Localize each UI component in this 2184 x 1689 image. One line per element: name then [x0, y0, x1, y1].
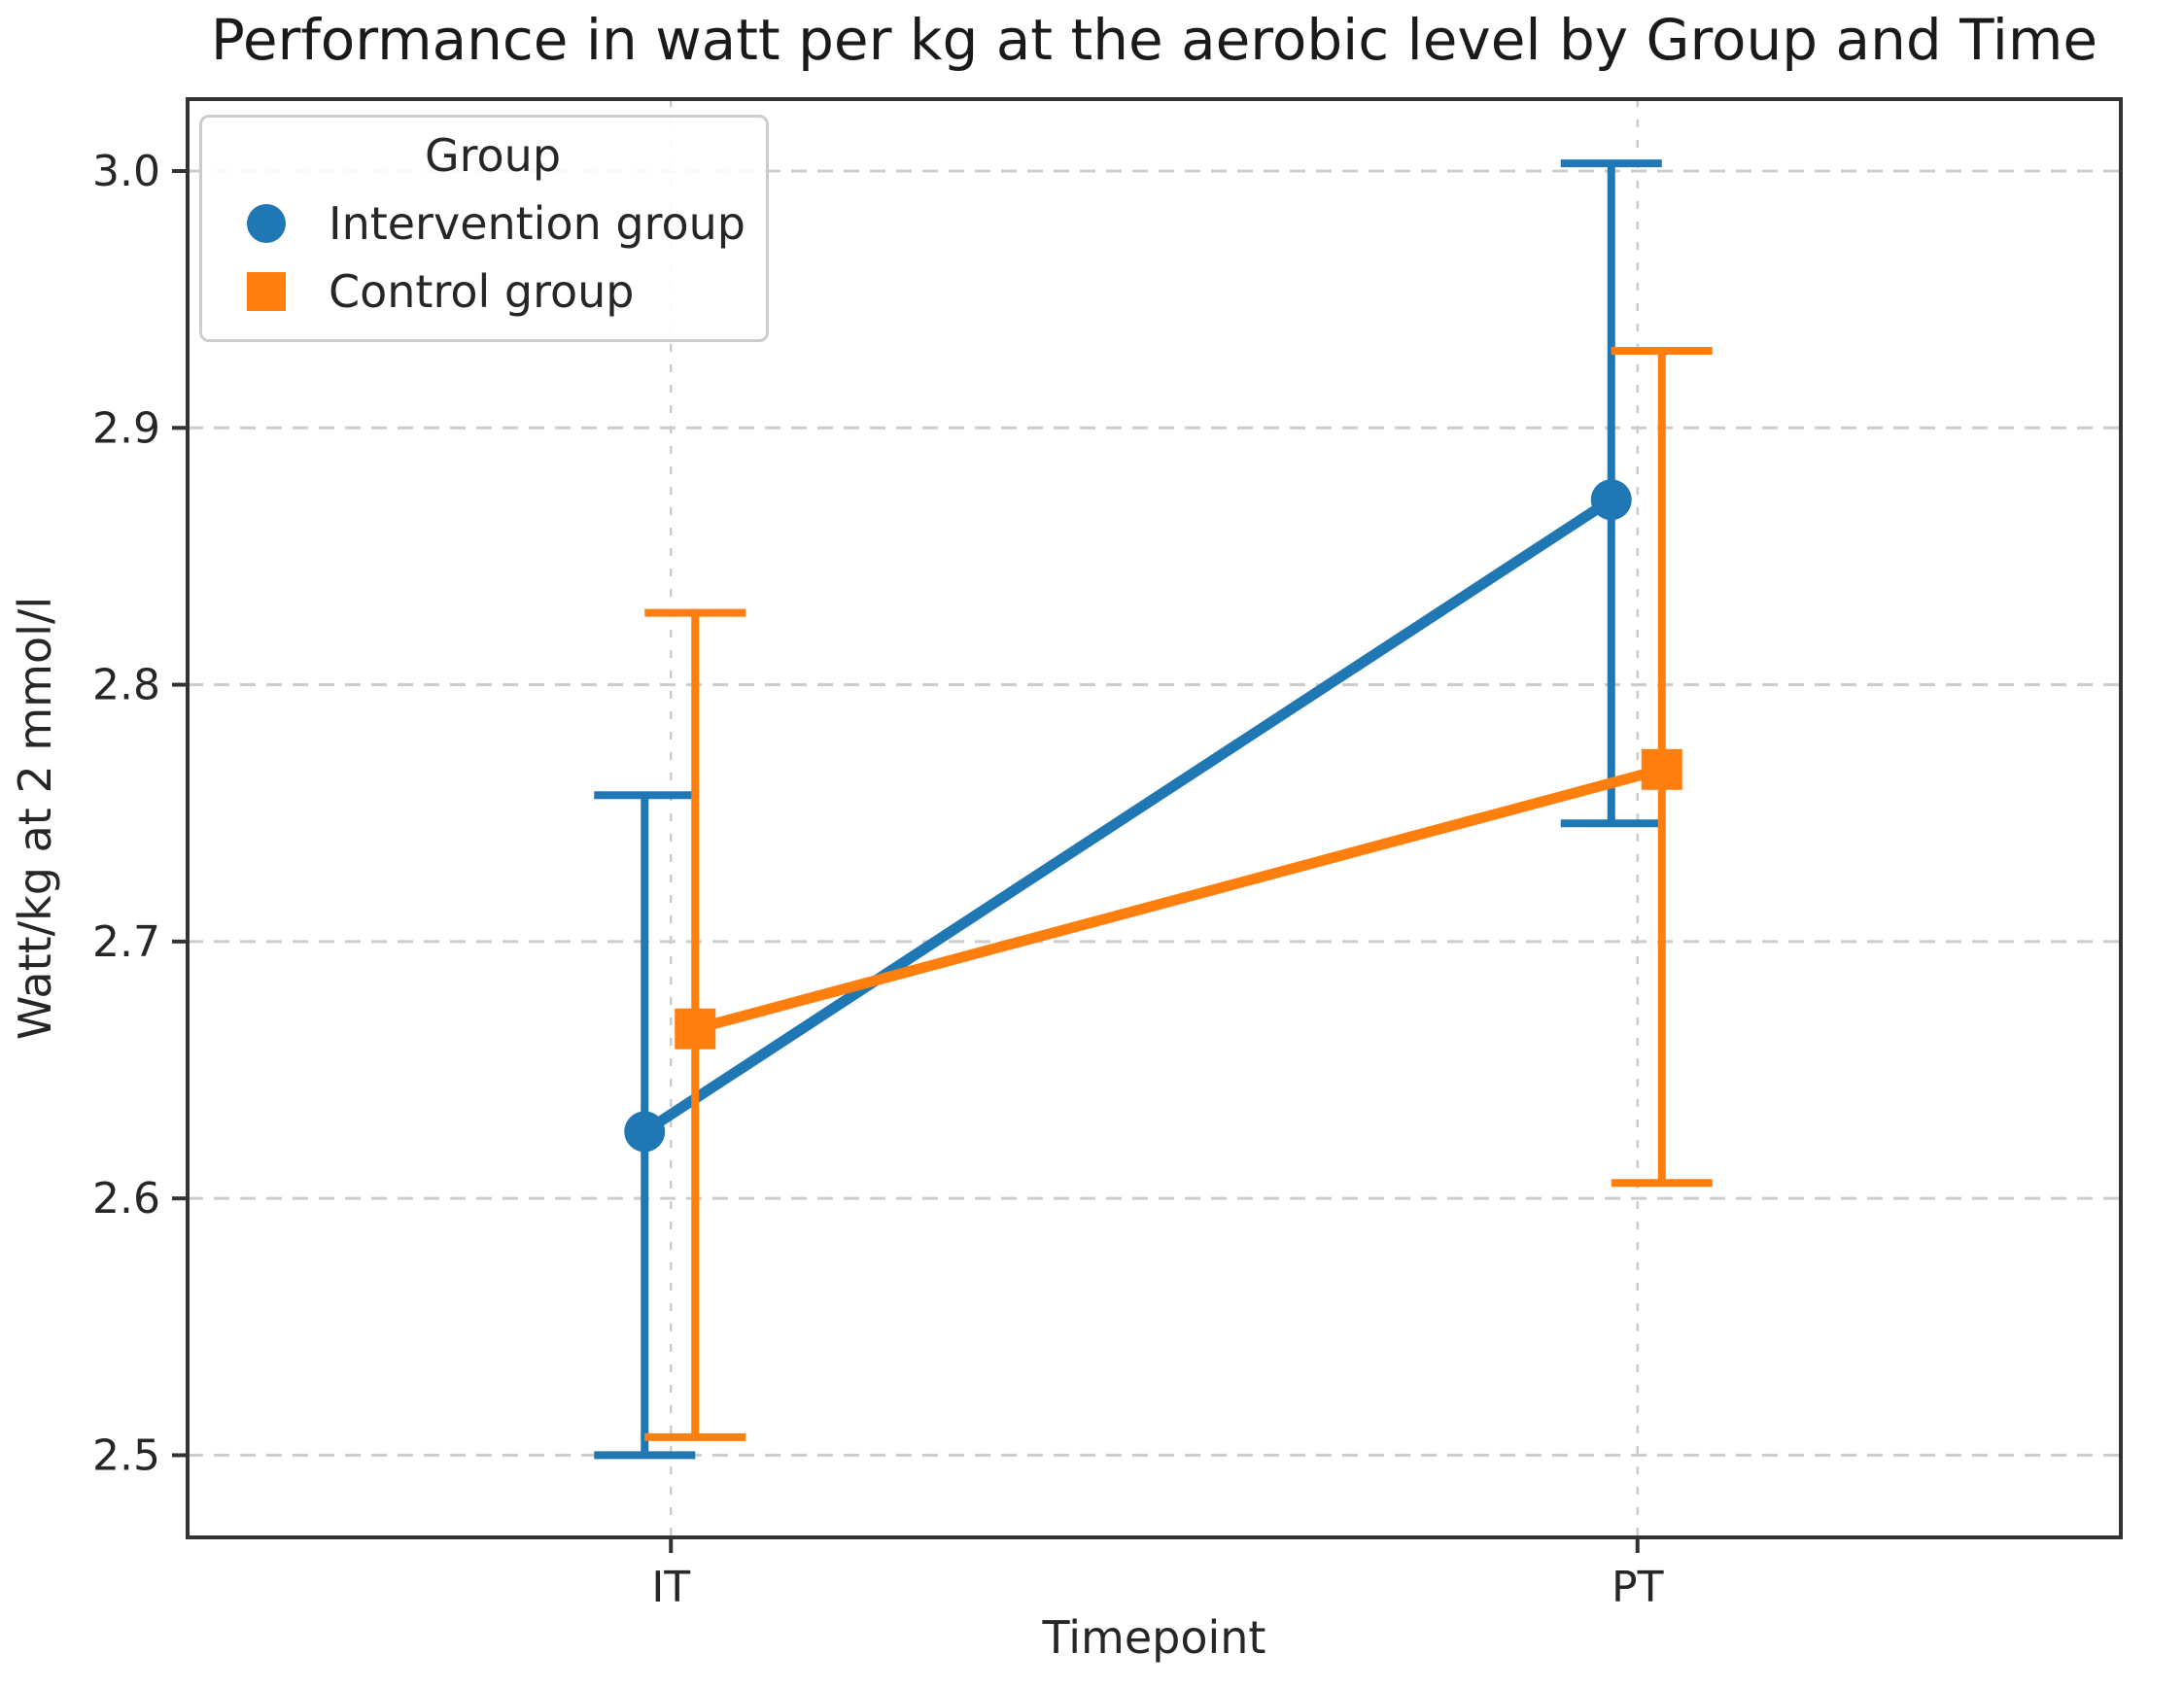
data-point-square [1641, 748, 1682, 790]
data-point-square [675, 1008, 716, 1050]
series-line [641, 495, 1614, 1137]
chart-title: Performance in watt per kg at the aerobi… [210, 7, 2098, 73]
data-point-circle [1590, 479, 1632, 521]
series-line [693, 764, 1664, 1035]
legend-title: Group [424, 129, 562, 182]
legend-label: Control group [329, 265, 635, 318]
legend-item: Intervention group [247, 197, 745, 250]
y-tick-label: 2.5 [92, 1430, 160, 1480]
y-tick-label: 2.8 [92, 661, 160, 710]
x-tick-label: IT [651, 1563, 690, 1612]
y-tick-label: 3.0 [92, 147, 160, 196]
data-point-circle [624, 1111, 666, 1153]
axes-border [186, 97, 2123, 1539]
y-tick-label: 2.6 [92, 1174, 160, 1224]
legend-label: Intervention group [329, 197, 745, 250]
x-tick-label: PT [1612, 1563, 1664, 1612]
legend-marker-square-icon [247, 272, 286, 311]
legend-marker-circle-icon [247, 204, 286, 243]
x-axis-label: Timepoint [1042, 1611, 1266, 1664]
legend-item: Control group [247, 265, 739, 318]
y-tick-label: 2.9 [92, 403, 160, 453]
y-tick-label: 2.7 [92, 917, 160, 967]
legend: Group Intervention group Control group [199, 115, 769, 342]
y-axis-label: Watt/kg at 2 mmol/l [9, 596, 61, 1041]
